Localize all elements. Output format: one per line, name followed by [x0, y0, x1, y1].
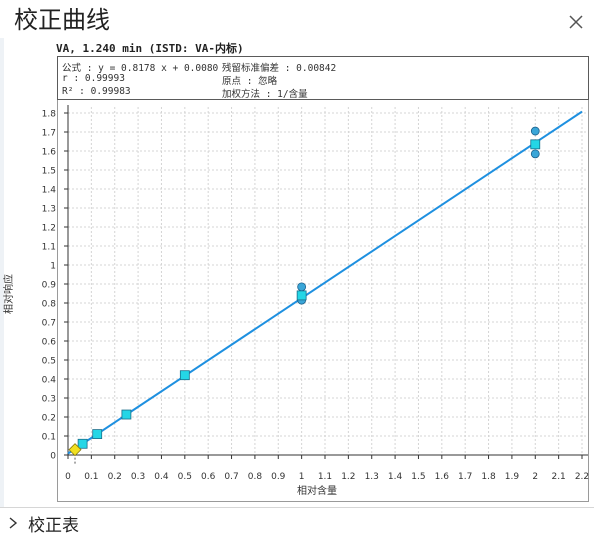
y-tick-label: 0.4 — [42, 376, 57, 386]
y-tick-label: 0.6 — [42, 338, 57, 348]
weighting-text: 加权方法 : 1/含量 — [222, 89, 308, 100]
y-tick-label: 1.5 — [42, 167, 56, 177]
x-tick-label: 1.4 — [388, 472, 403, 482]
mean-point — [179, 370, 190, 381]
y-tick-label: 1.7 — [42, 129, 56, 139]
x-tick-label: 1.6 — [435, 472, 450, 482]
calibration-table-label: 校正表 — [28, 515, 79, 536]
statistics-box: 公式 : y = 0.8178 x + 0.0080 r : 0.99993 R… — [57, 56, 589, 100]
calibration-table-section: 校正表 — [0, 507, 594, 538]
x-tick-label: 1 — [299, 472, 305, 482]
y-tick-label: 0.3 — [42, 395, 56, 405]
x-tick-label: 1.9 — [505, 472, 520, 482]
x-tick-label: 0.2 — [108, 472, 122, 482]
x-tick-label: 2 — [532, 472, 538, 482]
y-axis-label: 相对响应 — [2, 274, 15, 314]
x-tick-label: 1.7 — [458, 472, 472, 482]
x-tick-label: 0 — [65, 472, 71, 482]
x-tick-label: 2.2 — [575, 472, 589, 482]
y-tick-label: 1.1 — [42, 243, 56, 253]
replicate-point — [530, 149, 540, 159]
replicate-point — [530, 126, 540, 136]
sample-point — [68, 443, 82, 457]
x-tick-label: 0.5 — [178, 472, 192, 482]
y-tick-label: 0.5 — [42, 357, 56, 367]
origin-text: 原点 : 忽略 — [222, 76, 278, 87]
mean-point — [121, 409, 132, 420]
dialog-title: 校正曲线 — [14, 6, 110, 34]
x-tick-label: 0.4 — [154, 472, 169, 482]
x-tick-label: 2.1 — [551, 472, 565, 482]
r-value-text: r : 0.99993 — [62, 73, 125, 84]
left-edge-strip — [0, 38, 4, 508]
mean-point — [530, 139, 541, 150]
x-axis-label: 相对含量 — [297, 484, 337, 497]
x-tick-label: 1.3 — [365, 472, 379, 482]
y-tick-label: 0.1 — [42, 433, 56, 443]
plot-frame — [57, 100, 589, 502]
chevron-right-icon — [9, 517, 18, 529]
x-tick-label: 0.1 — [84, 472, 98, 482]
calibration-title: VA, 1.240 min (ISTD: VA-内标) — [56, 42, 244, 55]
x-tick-label: 0.3 — [131, 472, 145, 482]
x-tick-label: 0.9 — [271, 472, 286, 482]
x-tick-label: 1.5 — [411, 472, 425, 482]
replicate-point — [297, 282, 307, 292]
x-tick-label: 1.2 — [341, 472, 355, 482]
x-tick-label: 1.8 — [481, 472, 496, 482]
x-tick-label: 0.7 — [224, 472, 238, 482]
y-tick-label: 1.6 — [42, 148, 57, 158]
y-tick-label: 0.7 — [42, 319, 56, 329]
y-tick-label: 1 — [50, 262, 56, 272]
r2-value-text: R² : 0.99983 — [62, 86, 131, 97]
y-tick-label: 0.8 — [42, 300, 57, 310]
y-tick-label: 0.2 — [42, 414, 56, 424]
close-icon[interactable] — [566, 12, 586, 32]
y-tick-label: 1.3 — [42, 205, 56, 215]
y-tick-label: 1.2 — [42, 224, 56, 234]
formula-text: 公式 : y = 0.8178 x + 0.0080 — [62, 63, 219, 74]
y-tick-label: 0 — [50, 452, 56, 462]
x-tick-label: 0.6 — [201, 472, 216, 482]
y-tick-label: 0.9 — [42, 281, 57, 291]
x-tick-label: 1.1 — [318, 472, 332, 482]
y-tick-label: 1.8 — [42, 110, 57, 120]
mean-point — [296, 290, 307, 301]
calibration-table-expander[interactable]: 校正表 — [8, 513, 79, 536]
mean-point — [77, 438, 88, 449]
fit-line — [67, 110, 583, 455]
x-tick-label: 0.8 — [248, 472, 263, 482]
mean-point — [92, 429, 103, 440]
y-tick-label: 1.4 — [42, 186, 57, 196]
residual-std-text: 残留标准偏差 : 0.00842 — [222, 63, 337, 74]
